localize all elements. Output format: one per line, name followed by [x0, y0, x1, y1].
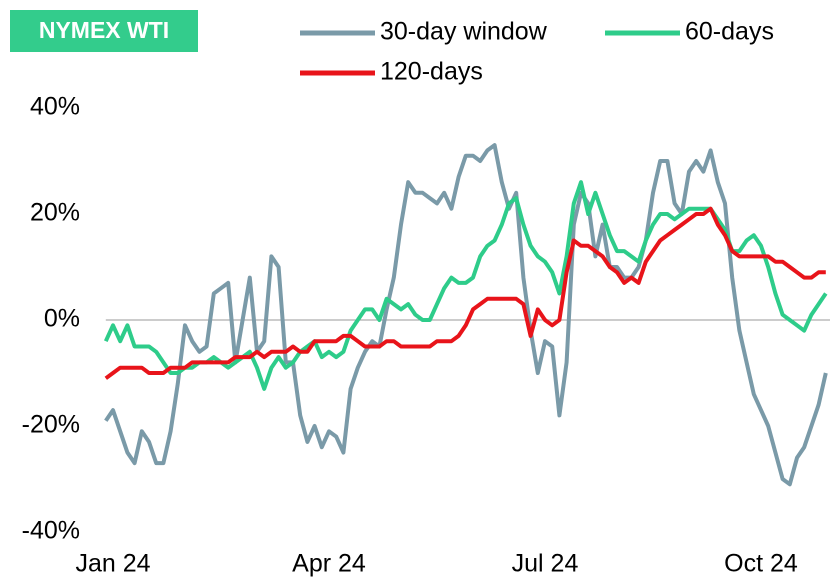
- y-tick-label: -20%: [22, 411, 80, 439]
- legend-label: 30-day window: [380, 18, 548, 46]
- legend-label: 120-days: [380, 58, 483, 86]
- title-badge: [10, 10, 198, 52]
- y-tick-label: 40%: [30, 93, 80, 121]
- y-tick-label: -40%: [22, 517, 80, 545]
- series-line: [103, 180, 828, 391]
- chart-title: NYMEX WTI: [39, 17, 169, 43]
- y-tick-label: 20%: [30, 199, 80, 227]
- x-tick-label: Jul 24: [512, 550, 579, 578]
- y-tick-label: 0%: [44, 305, 80, 333]
- legend-label: 60-days: [685, 18, 774, 46]
- x-tick-label: Apr 24: [292, 550, 366, 578]
- x-tick-label: Jan 24: [75, 550, 150, 578]
- series-line: [104, 143, 828, 487]
- series-line: [104, 206, 826, 380]
- x-tick-label: Oct 24: [724, 550, 798, 578]
